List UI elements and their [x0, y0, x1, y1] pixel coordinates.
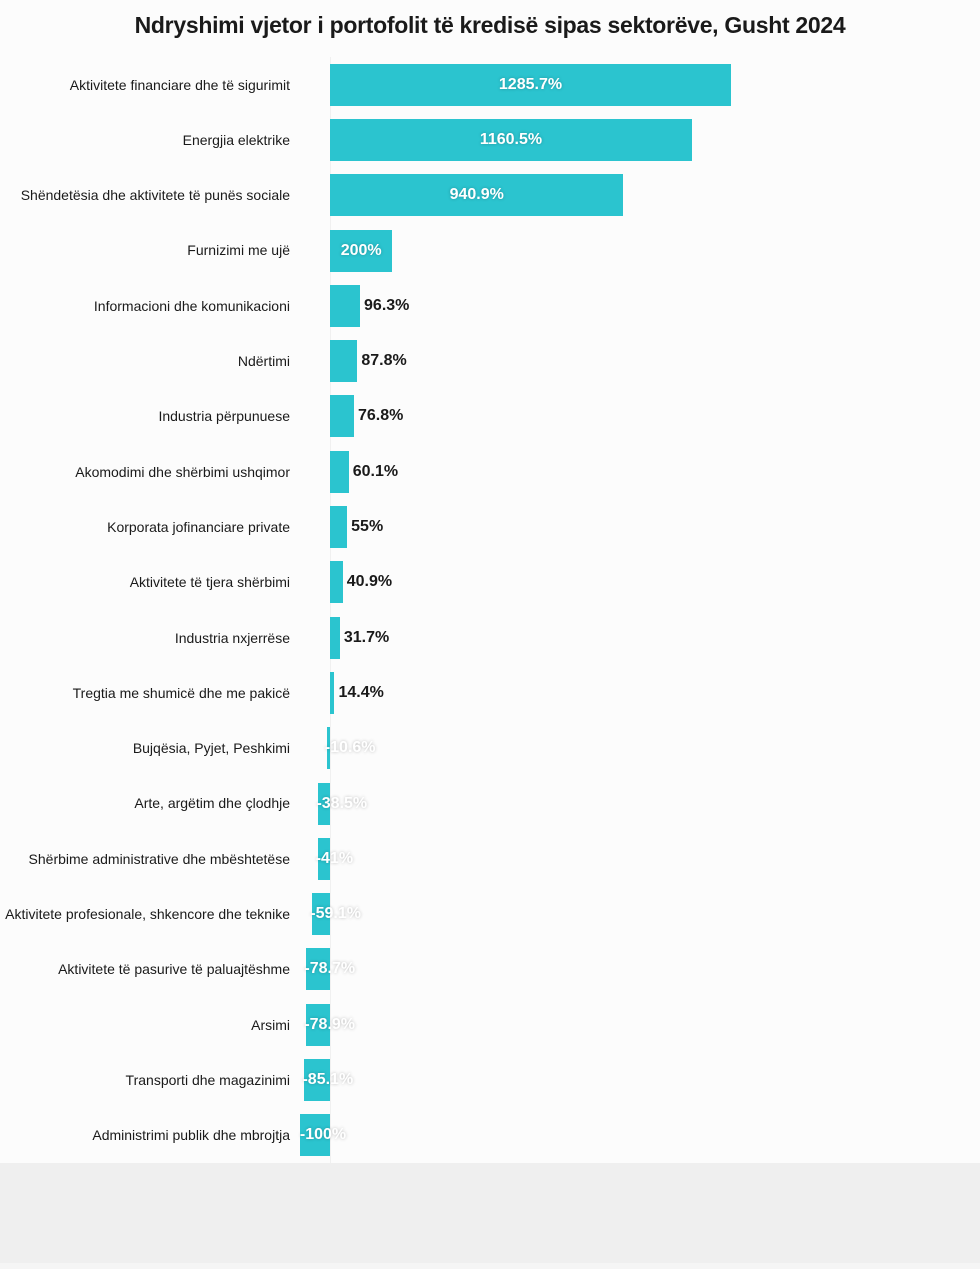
value-label: -10.6% [325, 739, 348, 757]
bar [330, 617, 340, 659]
value-label: 76.8% [358, 407, 403, 425]
category-label: Aktivitete të tjera shërbimi [0, 574, 300, 590]
value-label: -85.1% [302, 1071, 348, 1089]
value-label: 96.3% [364, 297, 409, 315]
category-label: Bujqësia, Pyjet, Peshkimi [0, 740, 300, 756]
chart-container: Ndryshimi vjetor i portofolit të kredisë… [0, 0, 980, 1263]
bar-area: 200% [300, 230, 980, 272]
value-label: -41% [316, 850, 348, 868]
category-label: Akomodimi dhe shërbimi ushqimor [0, 464, 300, 480]
bar [330, 672, 334, 714]
bar [330, 285, 360, 327]
category-label: Korporata jofinanciare private [0, 519, 300, 535]
category-label: Informacioni dhe komunikacioni [0, 298, 300, 314]
bar-area: -85.1% [300, 1059, 980, 1101]
bar-area: 96.3% [300, 285, 980, 327]
value-label: -59.1% [310, 905, 348, 923]
category-label: Aktivitete të pasurive të paluajtëshme [0, 961, 300, 977]
chart-row: Aktivitete të pasurive të paluajtëshme-7… [0, 942, 980, 997]
chart-row: Energjia elektrike 1160.5% [0, 112, 980, 167]
category-label: Ndërtimi [0, 353, 300, 369]
value-label: 1160.5% [330, 131, 692, 149]
chart-row: Transporti dhe magazinimi-85.1% [0, 1052, 980, 1107]
category-label: Arsimi [0, 1017, 300, 1033]
bar-area: 40.9% [300, 561, 980, 603]
bar-area: 1160.5% [300, 119, 980, 161]
category-label: Aktivitete financiare dhe të sigurimit [0, 77, 300, 93]
bar [330, 451, 349, 493]
bar [330, 506, 347, 548]
bar-area: 87.8% [300, 340, 980, 382]
bar-area: -41% [300, 838, 980, 880]
value-label: 200% [330, 242, 392, 260]
bar [330, 340, 357, 382]
value-label: 31.7% [344, 629, 389, 647]
category-label: Energjia elektrike [0, 132, 300, 148]
bar-area: 60.1% [300, 451, 980, 493]
category-label: Administrimi publik dhe mbrojtja [0, 1127, 300, 1143]
category-label: Tregtia me shumicë dhe me pakicë [0, 685, 300, 701]
chart-row: Aktivitete profesionale, shkencore dhe t… [0, 886, 980, 941]
bar-area: -38.5% [300, 783, 980, 825]
category-label: Shëndetësia dhe aktivitete të punës soci… [0, 187, 300, 203]
chart-row: Bujqësia, Pyjet, Peshkimi -10.6% [0, 721, 980, 776]
bar-area: 76.8% [300, 395, 980, 437]
bar-area: -59.1% [300, 893, 980, 935]
category-label: Industria përpunuese [0, 408, 300, 424]
value-label: -38.5% [316, 795, 348, 813]
category-label: Shërbime administrative dhe mbështetëse [0, 851, 300, 867]
chart-title: Ndryshimi vjetor i portofolit të kredisë… [0, 12, 980, 39]
value-label: 14.4% [338, 684, 383, 702]
bar [330, 561, 343, 603]
value-label: -78.9% [304, 1016, 348, 1034]
chart-row: Industria përpunuese 76.8% [0, 389, 980, 444]
bar-area: 1285.7% [300, 64, 980, 106]
bar-area: -10.6% [300, 727, 980, 769]
value-label: 940.9% [330, 186, 623, 204]
category-label: Furnizimi me ujë [0, 242, 300, 258]
bar-area: -78.9% [300, 1004, 980, 1046]
chart-row: Administrimi publik dhe mbrojtja-100% [0, 1108, 980, 1163]
bar-area: 14.4% [300, 672, 980, 714]
bar-area: 31.7% [300, 617, 980, 659]
bar-area: 940.9% [300, 174, 980, 216]
chart-row: Arsimi-78.9% [0, 997, 980, 1052]
value-label: -78.7% [304, 960, 348, 978]
chart-row: Korporata jofinanciare private 55% [0, 499, 980, 554]
value-label: 1285.7% [330, 76, 731, 94]
bar-area: 55% [300, 506, 980, 548]
chart-row: Informacioni dhe komunikacioni 96.3% [0, 278, 980, 333]
chart-row: Shërbime administrative dhe mbështetëse-… [0, 831, 980, 886]
footer-area [0, 1163, 980, 1263]
chart-row: Industria nxjerrëse 31.7% [0, 610, 980, 665]
value-label: -100% [298, 1126, 348, 1144]
chart-row: Ndërtimi 87.8% [0, 333, 980, 388]
category-label: Industria nxjerrëse [0, 630, 300, 646]
bar [330, 395, 354, 437]
chart-row: Akomodimi dhe shërbimi ushqimor 60.1% [0, 444, 980, 499]
value-label: 87.8% [361, 352, 406, 370]
chart-row: Aktivitete të tjera shërbimi 40.9% [0, 555, 980, 610]
value-label: 55% [351, 518, 383, 536]
chart-row: Shëndetësia dhe aktivitete të punës soci… [0, 168, 980, 223]
value-label: 40.9% [347, 573, 392, 591]
bar-area: -100% [300, 1114, 980, 1156]
bar-chart: Aktivitete financiare dhe të sigurimit 12… [0, 57, 980, 1163]
value-label: 60.1% [353, 463, 398, 481]
chart-row: Tregtia me shumicë dhe me pakicë 14.4% [0, 665, 980, 720]
category-label: Aktivitete profesionale, shkencore dhe t… [0, 906, 300, 922]
chart-row: Furnizimi me ujë 200% [0, 223, 980, 278]
chart-row: Aktivitete financiare dhe të sigurimit 12… [0, 57, 980, 112]
category-label: Transporti dhe magazinimi [0, 1072, 300, 1088]
bar-area: -78.7% [300, 948, 980, 990]
category-label: Arte, argëtim dhe çlodhje [0, 795, 300, 811]
chart-row: Arte, argëtim dhe çlodhje -38.5% [0, 776, 980, 831]
